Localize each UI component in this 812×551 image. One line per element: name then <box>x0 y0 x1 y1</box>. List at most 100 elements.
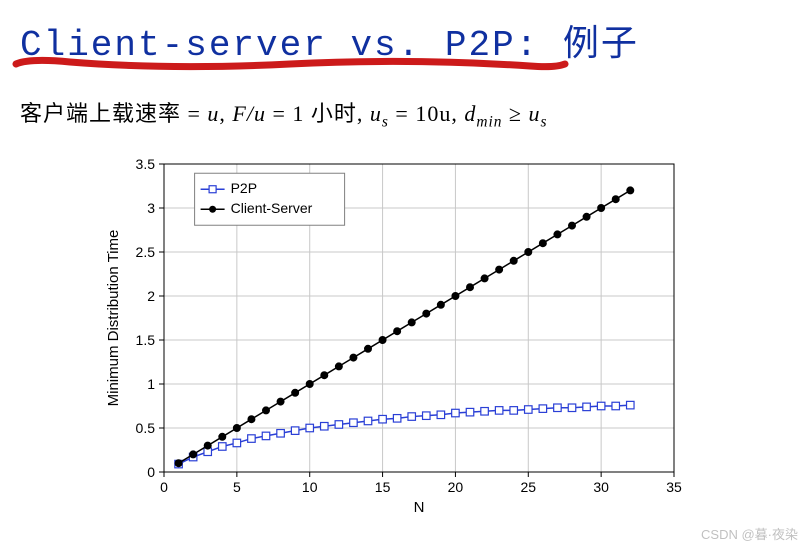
marker-circle <box>204 442 211 449</box>
y-tick-label: 1 <box>147 376 155 392</box>
marker-square <box>568 404 576 412</box>
marker-square <box>612 402 620 410</box>
marker-square <box>321 422 329 430</box>
marker-square <box>393 415 401 423</box>
marker-square <box>335 421 343 429</box>
marker-circle <box>627 187 634 194</box>
x-tick-label: 25 <box>520 479 536 495</box>
var-u: u <box>207 101 219 126</box>
marker-circle <box>365 345 372 352</box>
marker-square <box>597 402 605 410</box>
marker-square <box>510 407 518 415</box>
marker-circle <box>190 451 197 458</box>
marker-circle <box>452 293 459 300</box>
marker-circle <box>583 213 590 220</box>
marker-square <box>219 443 227 451</box>
marker-circle <box>481 275 488 282</box>
marker-circle <box>277 398 284 405</box>
marker-circle <box>569 222 576 229</box>
marker-square <box>437 411 445 419</box>
marker-square <box>452 409 460 417</box>
marker-circle <box>525 249 532 256</box>
marker-circle <box>437 301 444 308</box>
x-tick-label: 35 <box>666 479 682 495</box>
y-tick-label: 3.5 <box>136 156 156 172</box>
x-tick-label: 20 <box>448 479 464 495</box>
marker-square <box>306 424 314 432</box>
marker-circle <box>539 240 546 247</box>
eq1: = 1 小时, <box>266 101 370 126</box>
marker-square <box>350 419 358 427</box>
marker-circle <box>379 337 386 344</box>
legend-label: P2P <box>231 180 257 196</box>
chart-container: 0 5 10 15 20 25 30 35 0 0.5 1 1.5 2 2.5 3 3.5 N Minimum D… <box>100 150 690 520</box>
marker-circle <box>394 328 401 335</box>
x-tick-label: 5 <box>233 479 241 495</box>
marker-circle <box>496 266 503 273</box>
geq: ≥ <box>502 101 528 126</box>
marker-square <box>481 408 489 416</box>
marker-square <box>262 432 270 440</box>
marker-circle <box>467 284 474 291</box>
y-tick-label: 1.5 <box>136 332 156 348</box>
marker-circle <box>510 257 517 264</box>
y-tick-label: 2.5 <box>136 244 156 260</box>
marker-circle <box>350 354 357 361</box>
marker-square <box>277 430 285 438</box>
marker-square <box>583 403 591 411</box>
marker-circle <box>233 425 240 432</box>
var-us2-sub: s <box>541 113 548 130</box>
marker-circle <box>321 372 328 379</box>
title-underline <box>10 54 580 78</box>
marker-square <box>495 407 503 415</box>
x-tick-label: 30 <box>593 479 609 495</box>
legend-marker-square <box>209 186 216 193</box>
var-us2: u <box>529 101 541 126</box>
y-tick-label: 3 <box>147 200 155 216</box>
marker-square <box>379 415 387 423</box>
x-tick-label: 0 <box>160 479 168 495</box>
marker-square <box>364 417 372 425</box>
legend-marker-circle <box>209 206 216 213</box>
chart-svg: 0 5 10 15 20 25 30 35 0 0.5 1 1.5 2 2.5 3 3.5 N Minimum D… <box>100 150 690 520</box>
marker-square <box>627 401 635 409</box>
marker-circle <box>423 310 430 317</box>
x-tick-label: 15 <box>375 479 391 495</box>
subtitle-prefix: 客户端上载速率 = <box>20 101 207 126</box>
eq2: = 10u, <box>389 101 464 126</box>
marker-circle <box>554 231 561 238</box>
marker-circle <box>175 460 182 467</box>
marker-circle <box>612 196 619 203</box>
marker-circle <box>335 363 342 370</box>
marker-circle <box>219 433 226 440</box>
marker-circle <box>408 319 415 326</box>
var-fu: F/u <box>232 101 266 126</box>
marker-square <box>539 405 547 413</box>
y-axis-label: Minimum Distribution Time <box>105 230 122 407</box>
marker-circle <box>306 381 313 388</box>
y-tick-label: 0.5 <box>136 420 156 436</box>
sep1: , <box>219 101 232 126</box>
marker-square <box>248 435 256 443</box>
marker-square <box>408 413 416 421</box>
y-tick-label: 0 <box>147 464 155 480</box>
marker-circle <box>292 389 299 396</box>
y-tick-label: 2 <box>147 288 155 304</box>
marker-square <box>233 439 241 447</box>
legend-box <box>195 173 345 225</box>
marker-circle <box>248 416 255 423</box>
marker-circle <box>598 205 605 212</box>
x-axis-label: N <box>414 499 425 516</box>
legend-label: Client-Server <box>231 200 313 216</box>
var-us-sub: s <box>382 113 389 130</box>
var-dmin-sub: min <box>476 113 502 130</box>
x-tick-label: 10 <box>302 479 318 495</box>
marker-square <box>554 404 562 412</box>
subtitle-formula: 客户端上载速率 = u, F/u = 1 小时, us = 10u, dmin … <box>20 96 548 131</box>
marker-circle <box>263 407 270 414</box>
marker-square <box>466 408 474 416</box>
marker-square <box>291 427 299 435</box>
var-us: u <box>370 101 382 126</box>
marker-square <box>423 412 431 420</box>
watermark: CSDN @暮·夜染 <box>701 524 798 543</box>
